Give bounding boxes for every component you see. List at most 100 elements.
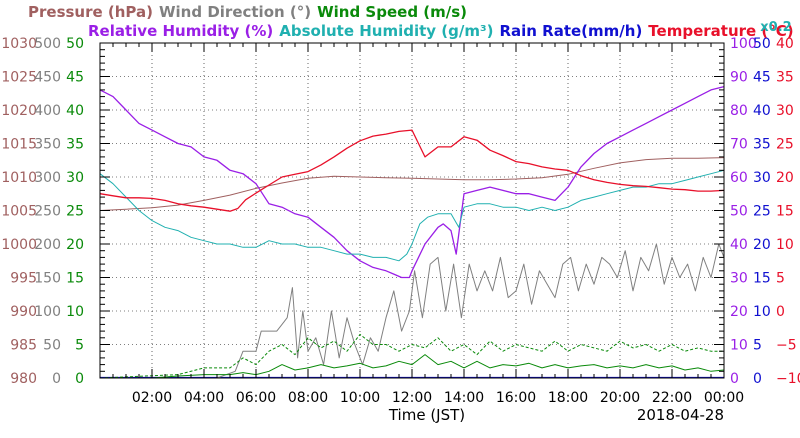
temperature-tick-label: 15	[776, 204, 794, 220]
temperature-tick-label: 0	[776, 304, 785, 320]
rain-rate-tick-label: 30	[753, 170, 771, 186]
axes: 02:00 04:00 06:00 08:00 10:00 12:00 14:00 16:00…	[1, 36, 800, 406]
legend-item: Relative Humidity (%)	[88, 22, 273, 40]
x-tick-label: 16:00	[496, 390, 536, 406]
humidity-tick-label: 100	[730, 36, 757, 52]
series-relative-humidity	[99, 85, 725, 279]
pressure-tick-label: 1020	[1, 103, 37, 119]
humidity-tick-label: 90	[730, 70, 748, 86]
temperature-tick-label: −10	[776, 371, 800, 387]
wind-direction-tick-label: 450	[34, 70, 61, 86]
rain-rate-tick-label: 35	[753, 137, 771, 153]
humidity-tick-label: 50	[730, 204, 748, 220]
x-tick-label: 12:00	[392, 390, 432, 406]
wind-direction-tick-label: 300	[34, 170, 61, 186]
wind-speed-tick-label: 10	[66, 304, 84, 320]
series-wind-speed-m-s-gust	[99, 333, 724, 379]
pressure-tick-label: 980	[10, 371, 37, 387]
temperature-tick-label: 40	[776, 36, 794, 52]
humidity-tick-label: 80	[730, 103, 748, 119]
rain-rate-tick-label: 40	[753, 103, 771, 119]
wind-direction-tick-label: 350	[34, 137, 61, 153]
plot-series	[99, 85, 725, 379]
humidity-tick-label: 0	[730, 371, 739, 387]
pressure-tick-label: 995	[10, 271, 37, 287]
pressure-tick-label: 1010	[1, 170, 37, 186]
legend: Pressure (hPa) Wind Direction (°) Wind Spe…	[28, 3, 794, 40]
rain-rate-tick-label: 50	[753, 36, 771, 52]
wind-speed-tick-label: 5	[75, 338, 84, 354]
pressure-tick-label: 990	[10, 304, 37, 320]
temperature-tick-label: −5	[776, 338, 797, 354]
grid	[100, 43, 724, 378]
x-tick-label: 08:00	[288, 390, 328, 406]
wind-speed-tick-label: 15	[66, 271, 84, 287]
temperature-tick-label: 25	[776, 137, 794, 153]
x-tick-label: 06:00	[236, 390, 276, 406]
x-tick-label: 02:00	[132, 390, 172, 406]
pressure-tick-label: 1000	[1, 237, 37, 253]
pressure-tick-label: 1015	[1, 137, 37, 153]
legend-item: Pressure (hPa)	[28, 3, 153, 21]
x-axis-title: Time (JST)	[388, 406, 465, 424]
legend-row-1: Pressure (hPa) Wind Direction (°) Wind Spe…	[28, 3, 467, 21]
rain-rate-tick-label: 45	[753, 70, 771, 86]
legend-item: Wind Speed (m/s)	[317, 3, 467, 21]
humidity-tick-label: 70	[730, 137, 748, 153]
pressure-tick-label: 1030	[1, 36, 37, 52]
temperature-tick-label: 10	[776, 237, 794, 253]
rain-rate-tick-label: 20	[753, 237, 771, 253]
wind-speed-tick-label: 0	[75, 371, 84, 387]
humidity-tick-label: 20	[730, 304, 748, 320]
pressure-tick-label: 1025	[1, 70, 37, 86]
series-pressure-hpa	[99, 157, 725, 211]
wind-direction-tick-label: 50	[43, 338, 61, 354]
wind-speed-tick-label: 35	[66, 137, 84, 153]
pressure-tick-label: 985	[10, 338, 37, 354]
wind-direction-tick-label: 400	[34, 103, 61, 119]
wind-direction-tick-label: 0	[52, 371, 61, 387]
rain-rate-tick-label: 5	[753, 338, 762, 354]
x-tick-label: 00:00	[704, 390, 744, 406]
x-tick-label: 04:00	[184, 390, 224, 406]
wind-speed-tick-label: 20	[66, 237, 84, 253]
x-tick-label: 18:00	[548, 390, 588, 406]
date-label: 2018-04-28	[637, 406, 724, 424]
wind-direction-tick-label: 250	[34, 204, 61, 220]
legend-item: Absolute Humidity (g/m³)	[279, 22, 493, 40]
wind-direction-tick-label: 150	[34, 271, 61, 287]
humidity-tick-label: 10	[730, 338, 748, 354]
wind-direction-tick-label: 200	[34, 237, 61, 253]
wind-speed-tick-label: 30	[66, 170, 84, 186]
temperature-tick-label: 30	[776, 103, 794, 119]
legend-item: Rain Rate(mm/h)	[499, 22, 642, 40]
pressure-tick-label: 1005	[1, 204, 37, 220]
wind-speed-tick-label: 25	[66, 204, 84, 220]
rain-rate-tick-label: 15	[753, 271, 771, 287]
series-wind-speed-m-s	[100, 354, 725, 379]
wind-speed-tick-label: 40	[66, 103, 84, 119]
x-tick-label: 20:00	[600, 390, 640, 406]
temperature-tick-label: 35	[776, 70, 794, 86]
legend-row-2: Relative Humidity (%) Absolute Humidity (…	[88, 22, 794, 40]
series-wind-direction	[100, 243, 725, 379]
series-absolute-humidity-g-m	[99, 169, 725, 262]
series-temperature-c	[99, 129, 725, 212]
humidity-tick-label: 30	[730, 271, 748, 287]
rain-rate-tick-label: 0	[753, 371, 762, 387]
wind-speed-tick-label: 45	[66, 70, 84, 86]
wind-speed-tick-label: 50	[66, 36, 84, 52]
scale-note: x0.2	[760, 20, 791, 35]
legend-item: Wind Direction (°)	[159, 3, 311, 21]
rain-rate-tick-label: 25	[753, 204, 771, 220]
x-tick-label: 22:00	[652, 390, 692, 406]
wind-direction-tick-label: 100	[34, 304, 61, 320]
x-tick-label: 10:00	[340, 390, 380, 406]
legend-item: Temperature (°C)	[648, 22, 793, 40]
temperature-tick-label: 20	[776, 170, 794, 186]
wind-direction-tick-label: 500	[34, 36, 61, 52]
rain-rate-tick-label: 10	[753, 304, 771, 320]
x-tick-label: 14:00	[444, 390, 484, 406]
